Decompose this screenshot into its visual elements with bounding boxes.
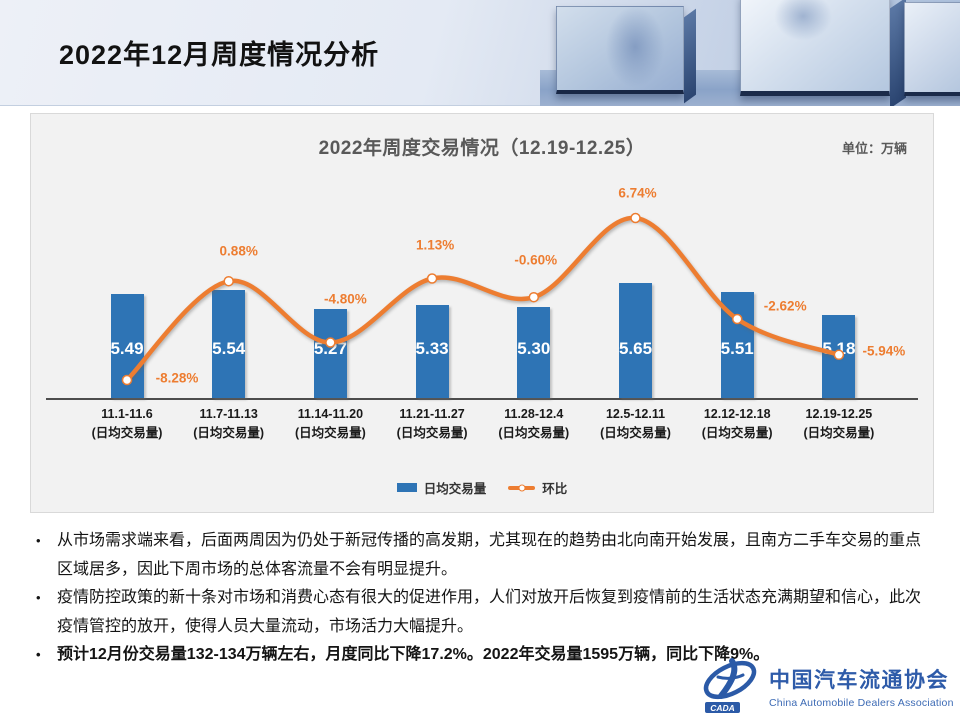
bullet-item: • 从市场需求端来看，后面两周因为仍处于新冠传播的高发期，尤其现在的趋势由北向南… — [36, 527, 928, 584]
line-swatch-icon — [508, 484, 536, 491]
unit-label: 单位：万辆 — [841, 141, 907, 156]
bullet-item: • 疫情防控政策的新十条对市场和消费心态有很大的促进作用，人们对放开后恢复到疫情… — [36, 584, 928, 641]
bar-value-label: 5.33 — [415, 339, 449, 358]
decoration-cube — [904, 2, 960, 96]
legend-item-line: 环比 — [508, 478, 567, 497]
header-banner: 2022年12月周度情况分析 — [0, 0, 960, 106]
decoration-cube — [740, 0, 906, 106]
bullet-text: 预计12月份交易量132-134万辆左右，月度同比下降17.2%。2022年交易… — [57, 646, 770, 663]
pct-data-label: 6.74% — [618, 185, 657, 201]
bar-value-label: 5.49 — [110, 339, 144, 358]
cada-logo: CADA 中国汽车流通协会 China Automobile Dealers A… — [698, 657, 954, 715]
bullet-item: • 预计12月份交易量132-134万辆左右，月度同比下降17.2%。2022年… — [36, 641, 928, 670]
line-marker — [630, 212, 641, 224]
header-decoration — [540, 0, 960, 106]
analysis-bullets: • 从市场需求端来看，后面两周因为仍处于新冠传播的高发期，尤其现在的趋势由北向南… — [36, 527, 928, 670]
svg-text:CADA: CADA — [710, 703, 735, 713]
pct-data-label: -0.60% — [514, 252, 558, 268]
bullet-icon: • — [36, 647, 41, 662]
bar-value-label: 5.65 — [618, 339, 653, 358]
page-title: 2022年12月周度情况分析 — [59, 40, 380, 70]
chart-panel: 5.49 11.1-11.6 (日均交易量) 5.54 11.7-11.13 (日均交易量… — [30, 113, 934, 513]
bar-value-label: 5.18 — [822, 339, 856, 358]
bullet-icon: • — [36, 590, 41, 605]
logo-name-en: China Automobile Dealers Association — [769, 696, 954, 709]
x-axis-label: 12.19-12.25 (日均交易量) — [803, 407, 875, 440]
x-axis-line — [46, 398, 918, 400]
line-marker — [223, 275, 234, 287]
bar-value-label: 5.27 — [313, 339, 347, 358]
x-axis-label: 11.7-11.13 (日均交易量) — [193, 407, 265, 440]
pct-data-label: -8.28% — [155, 370, 199, 386]
legend-label: 日均交易量 — [423, 482, 487, 496]
x-axis-label: 11.14-11.20 (日均交易量) — [294, 407, 366, 440]
chart-title: 2022年周度交易情况（12.19-12.25） — [318, 138, 646, 159]
bullet-icon: • — [36, 533, 41, 548]
bar-swatch-icon — [396, 483, 417, 492]
pct-data-label: 1.13% — [415, 237, 455, 252]
x-axis-label: 12.5-12.11 (日均交易量) — [600, 407, 671, 440]
line-marker — [528, 291, 540, 303]
plot-area: 5.49 11.1-11.6 (日均交易量) 5.54 11.7-11.13 (日均交易量… — [31, 114, 935, 514]
bar-value-label: 5.30 — [517, 339, 551, 358]
pct-data-label: -4.80% — [324, 291, 367, 306]
x-axis-label: 11.21-11.27 (日均交易量) — [396, 407, 468, 440]
cada-emblem-icon: CADA — [703, 658, 757, 713]
pct-data-label: -2.62% — [763, 298, 807, 314]
x-axis-label: 11.1-11.6 (日均交易量) — [91, 407, 163, 440]
legend-label: 环比 — [542, 482, 568, 496]
logo-name-cn: 中国汽车流通协会 — [769, 668, 949, 692]
pct-data-label: -5.94% — [862, 343, 906, 359]
bar-value-label: 5.54 — [212, 339, 246, 358]
logo-text: 中国汽车流通协会 China Automobile Dealers Associ… — [769, 664, 954, 709]
bullet-text: 疫情防控政策的新十条对市场和消费心态有很大的促进作用，人们对放开后恢复到疫情前的… — [57, 589, 922, 635]
bullet-text: 从市场需求端来看，后面两周因为仍处于新冠传播的高发期，尤其现在的趋势由北向南开始… — [57, 532, 922, 578]
chart-legend: 日均交易量 环比 — [31, 478, 933, 497]
decoration-cube — [556, 6, 696, 104]
x-axis-label: 12.12-12.18 (日均交易量) — [701, 407, 773, 440]
bar-value-label: 5.51 — [720, 339, 754, 358]
x-axis-label: 11.28-12.4 (日均交易量) — [498, 407, 570, 440]
line-marker — [426, 273, 438, 284]
pct-data-label: 0.88% — [219, 243, 258, 259]
legend-item-bar: 日均交易量 — [396, 478, 487, 497]
trend-line-layer — [121, 212, 845, 386]
